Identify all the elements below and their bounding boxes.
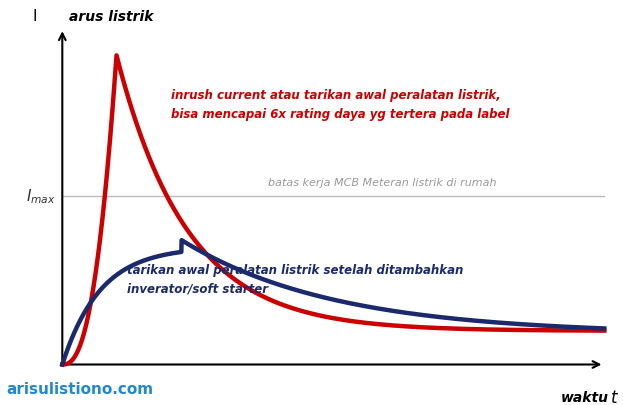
Text: waktu: waktu: [561, 391, 609, 405]
Text: t: t: [611, 389, 617, 405]
Text: tarikan awal peralatan listrik setelah ditambahkan
inverator/soft starter: tarikan awal peralatan listrik setelah d…: [127, 264, 464, 296]
Text: inrush current atau tarikan awal peralatan listrik,
bisa mencapai 6x rating daya: inrush current atau tarikan awal peralat…: [171, 89, 509, 121]
Text: arus listrik: arus listrik: [69, 10, 153, 24]
Text: batas kerja MCB Meteran listrik di rumah: batas kerja MCB Meteran listrik di rumah: [269, 178, 497, 188]
Text: I: I: [32, 9, 37, 24]
Text: $I_{max}$: $I_{max}$: [26, 187, 56, 206]
Text: arisulistiono.com: arisulistiono.com: [6, 382, 153, 397]
